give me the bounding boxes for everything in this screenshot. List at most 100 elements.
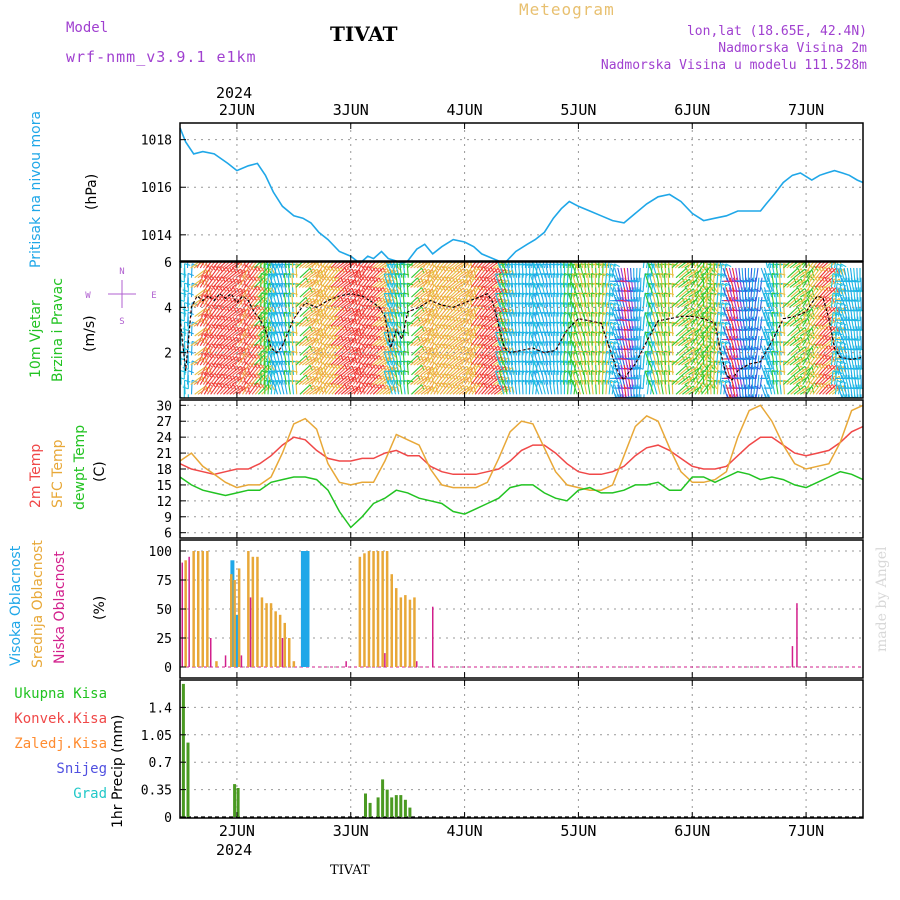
wind-barb (258, 364, 269, 376)
wind-barb (411, 306, 422, 317)
lonlat-text: lon,lat (18.65E, 42.4N) (686, 24, 867, 39)
wind-barb (280, 263, 285, 278)
wind-barb (283, 322, 288, 337)
wind-barb-flag (553, 254, 559, 256)
wind-barb (416, 278, 429, 288)
wind-barb (372, 267, 384, 279)
wind-barb (359, 276, 369, 288)
wind-barb (330, 335, 342, 347)
wind-barb (369, 383, 381, 395)
wind-barb (299, 364, 311, 376)
wind-barb (378, 317, 391, 327)
wind-barb (186, 370, 189, 385)
wind-barb (398, 331, 402, 346)
wind-barb-flag (246, 256, 250, 261)
wind-barb-flag (288, 254, 294, 255)
wind-barb (347, 347, 360, 356)
model-name: wrf-nmm_v3.9.1 e1km (66, 48, 257, 66)
wind-barb (222, 355, 234, 366)
wind-barb-flag (430, 256, 434, 260)
wind-barb (196, 294, 205, 308)
wind-barb (272, 332, 278, 346)
wind-barb (305, 298, 318, 308)
wind-barb-flag (530, 254, 536, 256)
wind-barb (215, 354, 227, 366)
wind-barb (416, 298, 429, 308)
wind-barb (261, 306, 273, 317)
wind-barb (395, 370, 399, 385)
wind-barb (219, 267, 231, 279)
wind-barb (383, 273, 389, 288)
wind-barb (327, 276, 338, 288)
wind-barb (399, 262, 402, 269)
wind-barb (378, 262, 388, 269)
wind-barb (215, 262, 223, 269)
wind-barb (295, 380, 298, 395)
wind-barb (309, 385, 322, 395)
model-elevation-text: Nadmorska Visina u modelu 111.528m (600, 58, 867, 73)
wind-barb-flag (572, 254, 577, 257)
wind-barb (398, 312, 402, 327)
wind-barb (395, 351, 399, 366)
chart-title: Meteogram (519, 0, 615, 19)
wind-barb (638, 267, 641, 283)
wind-barb (372, 287, 384, 298)
wind-barb (384, 352, 393, 366)
wind-barb (225, 355, 238, 366)
wind-barb (399, 283, 403, 298)
wind-barb (337, 326, 349, 337)
wind-barb (210, 382, 220, 395)
wind-barb (279, 273, 284, 288)
x-tick-label-top: 4JUN (447, 101, 483, 119)
wind-barb (299, 306, 311, 318)
wind-barb (359, 295, 369, 308)
wind-barb-flag (407, 263, 414, 266)
wind-barb (213, 324, 223, 337)
wind-barb (223, 325, 234, 337)
wind-barb (268, 371, 275, 385)
wind-barb (379, 287, 391, 298)
wind-barb (343, 356, 356, 366)
wind-barb-flag (273, 254, 278, 257)
wind-barb (250, 296, 261, 308)
wind-barb-flag (657, 254, 663, 255)
wind-barb (416, 262, 427, 269)
wind-barb-flag (399, 331, 406, 334)
wind-barb (223, 345, 234, 356)
wind-barb (417, 346, 430, 356)
wind-barb (416, 356, 429, 366)
wind-barb (420, 269, 433, 279)
wind-barb (222, 374, 234, 386)
wind-barb (414, 268, 426, 279)
wind-barb (328, 324, 339, 337)
wind-barb-flag (284, 370, 291, 373)
wind-barb (261, 267, 273, 279)
wind-barb (383, 293, 389, 308)
wind-barb (254, 325, 265, 337)
wind-barb (274, 262, 278, 269)
wind-barb (366, 325, 377, 337)
wind-barb (226, 267, 238, 279)
wind-barb-flag (645, 254, 650, 257)
wind-barb (283, 263, 288, 278)
wind-barb (334, 384, 346, 395)
wind-barb (311, 262, 316, 269)
wind-barb (261, 287, 273, 298)
wind-barb (355, 275, 366, 288)
wind-barb (311, 294, 320, 308)
wind-barb (387, 312, 393, 327)
wind-barb (311, 313, 320, 327)
wind-barb (213, 285, 223, 298)
wind-barb (254, 266, 265, 279)
wind-barb (333, 262, 342, 269)
wind-barb (375, 262, 384, 269)
wind-barb (263, 292, 266, 307)
wind-barb (194, 385, 207, 395)
wind-barb (383, 351, 389, 366)
wind-barb (395, 331, 399, 346)
wind-barb-flag (287, 311, 295, 315)
wind-barb-flag (610, 254, 615, 257)
wind-barb-flag (549, 254, 555, 255)
wind-barb-flag (561, 254, 567, 256)
wind-barb (328, 286, 339, 298)
